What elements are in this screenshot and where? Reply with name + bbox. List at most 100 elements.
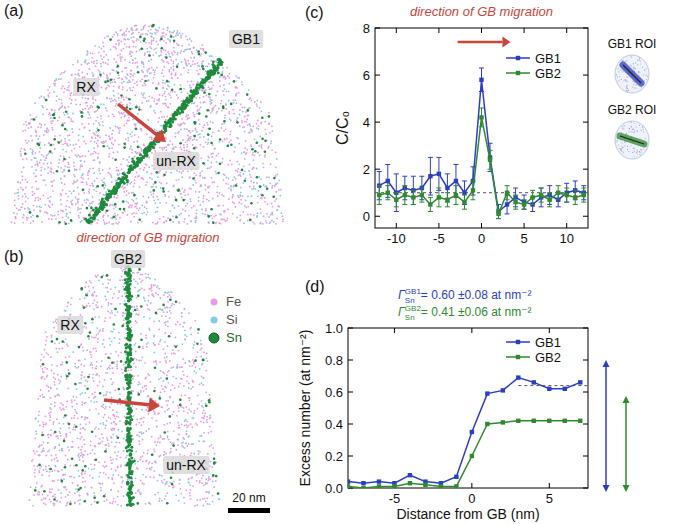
atom: [188, 44, 190, 46]
atom: [64, 114, 66, 116]
atom: [173, 147, 175, 149]
atom: [151, 97, 153, 99]
atom: [168, 93, 170, 95]
atom: [130, 207, 132, 209]
atom: [144, 84, 146, 86]
atom: [134, 134, 136, 136]
atom: [178, 205, 180, 207]
atom: [64, 88, 66, 90]
atom: [199, 109, 201, 111]
atom: [268, 112, 270, 114]
atom: [147, 34, 149, 36]
atom: [146, 48, 148, 50]
atom: [129, 102, 131, 104]
atom: [129, 53, 131, 55]
atom: [211, 99, 213, 101]
atom: [209, 97, 211, 99]
atom: [148, 60, 150, 62]
atom: [244, 107, 246, 109]
atom: [117, 223, 119, 225]
atom: [188, 69, 190, 71]
atom: [136, 207, 138, 209]
atom: [120, 163, 122, 165]
atom: [137, 176, 139, 178]
atom: [151, 165, 153, 167]
atom: [174, 207, 176, 209]
atom: [109, 168, 111, 170]
atom: [201, 170, 203, 172]
atom: [93, 189, 95, 191]
atom: [103, 219, 105, 221]
atom: [115, 215, 117, 217]
atom: [90, 105, 92, 107]
atom: [275, 166, 277, 168]
atom: [246, 152, 248, 154]
atom: [130, 76, 132, 78]
atom: [183, 51, 185, 53]
atom: [135, 46, 137, 48]
atom: [212, 122, 214, 124]
atom: [35, 169, 37, 171]
atom: [223, 84, 225, 86]
atom: [93, 60, 95, 62]
atom: [181, 92, 183, 94]
atom: [108, 115, 110, 117]
atom: [202, 201, 204, 203]
atom: [150, 35, 152, 37]
atom: [182, 170, 184, 172]
atom: [229, 160, 231, 162]
atom: [257, 152, 259, 154]
atom: [152, 196, 154, 198]
atom: [129, 87, 131, 89]
atom: [134, 62, 136, 64]
atom: [188, 215, 190, 217]
atom: [195, 129, 197, 131]
atom: [133, 36, 135, 38]
atom: [205, 65, 207, 67]
atom: [270, 214, 272, 216]
atom: [108, 85, 110, 87]
atom: [96, 222, 98, 224]
atom: [227, 209, 229, 211]
atom: [246, 149, 248, 151]
atom: [79, 104, 81, 106]
atom: [202, 44, 204, 46]
atom: [117, 126, 119, 128]
atom: [101, 48, 103, 50]
atom: [138, 39, 140, 41]
atom: [215, 105, 217, 107]
atom: [22, 130, 24, 132]
atom: [52, 204, 54, 206]
atom: [145, 184, 147, 186]
atom: [133, 141, 135, 143]
atom: [75, 143, 77, 145]
atom: [93, 62, 95, 64]
atom: [218, 141, 220, 143]
atom: [134, 25, 136, 27]
atom: [185, 36, 187, 38]
atom: [239, 215, 241, 217]
atom: [185, 63, 187, 65]
atom: [101, 87, 103, 89]
atom: [111, 81, 113, 83]
atom: [228, 83, 230, 85]
atom: [153, 199, 155, 201]
atom: [182, 33, 184, 35]
atom: [222, 158, 224, 160]
atom: [196, 139, 198, 141]
atom: [64, 165, 66, 167]
atom: [142, 94, 144, 96]
atom: [260, 101, 262, 103]
atom: [63, 91, 65, 93]
atom: [137, 66, 139, 68]
atom: [168, 196, 170, 198]
atom: [131, 205, 133, 207]
atom: [192, 53, 194, 55]
atom: [228, 142, 230, 144]
atom: [96, 131, 98, 133]
atom: [123, 48, 125, 50]
atom: [223, 195, 225, 197]
atom: [106, 74, 108, 76]
atom: [110, 204, 112, 206]
atom: [180, 193, 182, 195]
